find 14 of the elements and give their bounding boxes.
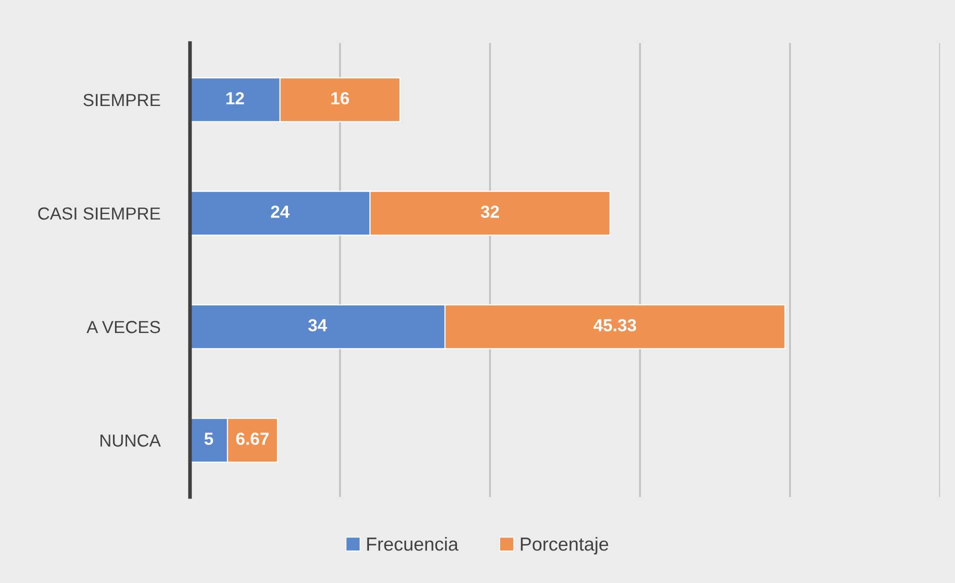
data-label: 24 [270,206,290,218]
data-label: 34 [308,319,328,332]
y-tick-label: CASI SIEMPRE [38,207,160,220]
legend-label: Frecuencia [367,536,458,551]
data-label: 6.67 [236,432,269,445]
data-label: 16 [331,92,350,104]
y-tick-label: A VECES [86,320,160,334]
y-tick-label: SIEMPRE [83,94,160,106]
data-label: 45.33 [594,319,636,332]
data-label: 5 [204,432,214,445]
legend-label: Porcentaje [520,536,608,554]
data-label: 32 [480,206,499,218]
data-label: 12 [226,92,244,104]
y-tick-label: NUNCA [100,434,161,447]
